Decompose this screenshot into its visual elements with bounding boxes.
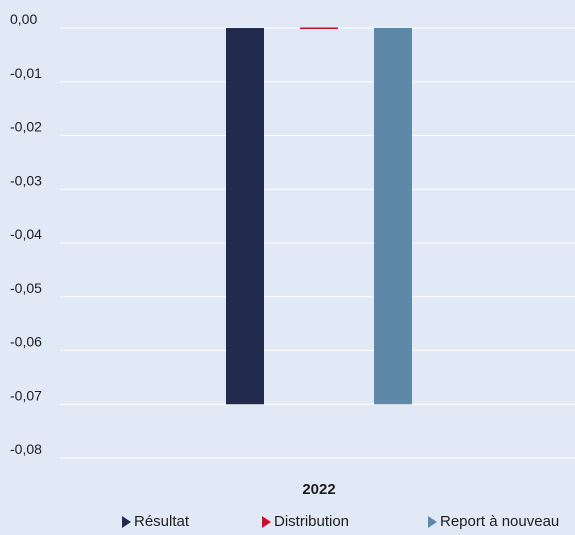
y-tick-label: -0,01 bbox=[10, 65, 42, 81]
legend-marker-distribution bbox=[262, 515, 271, 528]
gridlines bbox=[60, 27, 575, 459]
legend-item-resultat[interactable]: Résultat bbox=[122, 513, 189, 530]
y-tick-label: -0,07 bbox=[10, 387, 42, 403]
legend-item-report-a-nouveau[interactable]: Report à nouveau bbox=[428, 513, 559, 530]
y-tick-label: 0,00 bbox=[10, 11, 37, 27]
legend-label-distribution: Distribution bbox=[274, 513, 350, 530]
y-tick-label: -0,08 bbox=[10, 441, 42, 457]
legend: Résultat Distribution Report à nouveau bbox=[0, 513, 575, 533]
y-tick-label: -0,03 bbox=[10, 172, 42, 188]
y-tick-label: -0,04 bbox=[10, 226, 42, 242]
x-category-label: 2022 bbox=[302, 481, 335, 498]
legend-marker-resultat bbox=[122, 515, 131, 528]
y-tick-label: -0,06 bbox=[10, 334, 42, 350]
bar-chart: 0,00 -0,01 -0,02 -0,03 -0,04 -0,05 -0,06 -0,07 -… bbox=[10, 11, 575, 498]
legend-marker-report-a-nouveau bbox=[428, 515, 437, 528]
bar-report-nouveau[interactable] bbox=[374, 28, 412, 405]
legend-item-distribution[interactable]: Distribution bbox=[262, 513, 349, 530]
x-axis-category-labels: 2022 bbox=[302, 481, 335, 498]
y-tick-label: -0,05 bbox=[10, 280, 42, 296]
bar-distribution[interactable] bbox=[300, 27, 338, 30]
y-axis-tick-labels: 0,00 -0,01 -0,02 -0,03 -0,04 -0,05 -0,06 -0,07 -… bbox=[10, 11, 42, 457]
bar-r-sultat[interactable] bbox=[226, 28, 264, 405]
y-tick-label: -0,02 bbox=[10, 119, 42, 135]
bars bbox=[226, 27, 412, 405]
legend-label-resultat: Résultat bbox=[134, 513, 190, 530]
legend-label-report-a-nouveau: Report à nouveau bbox=[440, 513, 560, 530]
